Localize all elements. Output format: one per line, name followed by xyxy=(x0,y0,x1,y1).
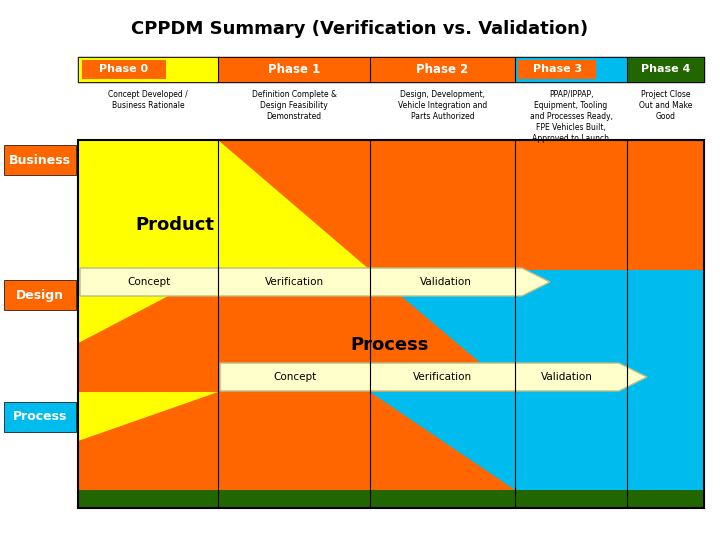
Text: Verification: Verification xyxy=(413,372,472,382)
Text: Product: Product xyxy=(135,216,215,234)
Text: Validation: Validation xyxy=(541,372,593,382)
Polygon shape xyxy=(78,392,218,441)
Bar xyxy=(4,280,76,310)
Text: Phase 3: Phase 3 xyxy=(533,64,582,75)
Polygon shape xyxy=(220,363,647,391)
Text: Concept: Concept xyxy=(127,277,171,287)
Bar xyxy=(4,402,76,432)
Bar xyxy=(4,145,76,175)
Text: Phase 1: Phase 1 xyxy=(268,63,320,76)
Polygon shape xyxy=(218,140,704,270)
Bar xyxy=(78,490,704,508)
Bar xyxy=(78,57,218,82)
Text: Design, Development,
Vehicle Integration and
Parts Authorized: Design, Development, Vehicle Integration… xyxy=(398,90,487,121)
Polygon shape xyxy=(80,268,550,296)
Bar xyxy=(515,57,627,82)
Text: Phase 2: Phase 2 xyxy=(416,63,469,76)
Text: Concept: Concept xyxy=(274,372,317,382)
Bar xyxy=(78,57,704,82)
Polygon shape xyxy=(78,270,218,343)
Bar xyxy=(518,60,596,79)
Bar xyxy=(218,57,370,82)
Text: Process: Process xyxy=(13,410,67,423)
Text: PPAP/IPPAP,
Equipment, Tooling
and Processes Ready,
FPE Vehicles Built,
Approved: PPAP/IPPAP, Equipment, Tooling and Proce… xyxy=(529,90,613,144)
Text: CPPDM Summary (Verification vs. Validation): CPPDM Summary (Verification vs. Validati… xyxy=(132,20,588,38)
Polygon shape xyxy=(370,270,704,392)
Text: Phase 4: Phase 4 xyxy=(641,64,690,75)
Bar xyxy=(627,57,704,82)
Text: Concept Developed /
Business Rationale: Concept Developed / Business Rationale xyxy=(108,90,188,110)
Text: Project Close
Out and Make
Good: Project Close Out and Make Good xyxy=(639,90,692,121)
Text: Design: Design xyxy=(16,288,64,301)
Bar xyxy=(78,270,704,392)
Text: Validation: Validation xyxy=(420,277,472,287)
Bar xyxy=(370,57,515,82)
Bar xyxy=(78,392,704,490)
Bar xyxy=(78,140,704,508)
Polygon shape xyxy=(78,392,515,490)
Text: Business: Business xyxy=(9,153,71,166)
Bar xyxy=(78,140,704,270)
Text: Phase 0: Phase 0 xyxy=(99,64,148,75)
Text: Definition Complete &
Design Feasibility
Demonstrated: Definition Complete & Design Feasibility… xyxy=(251,90,336,121)
Text: Verification: Verification xyxy=(264,277,323,287)
Bar xyxy=(82,60,166,79)
Text: Process: Process xyxy=(351,336,429,354)
